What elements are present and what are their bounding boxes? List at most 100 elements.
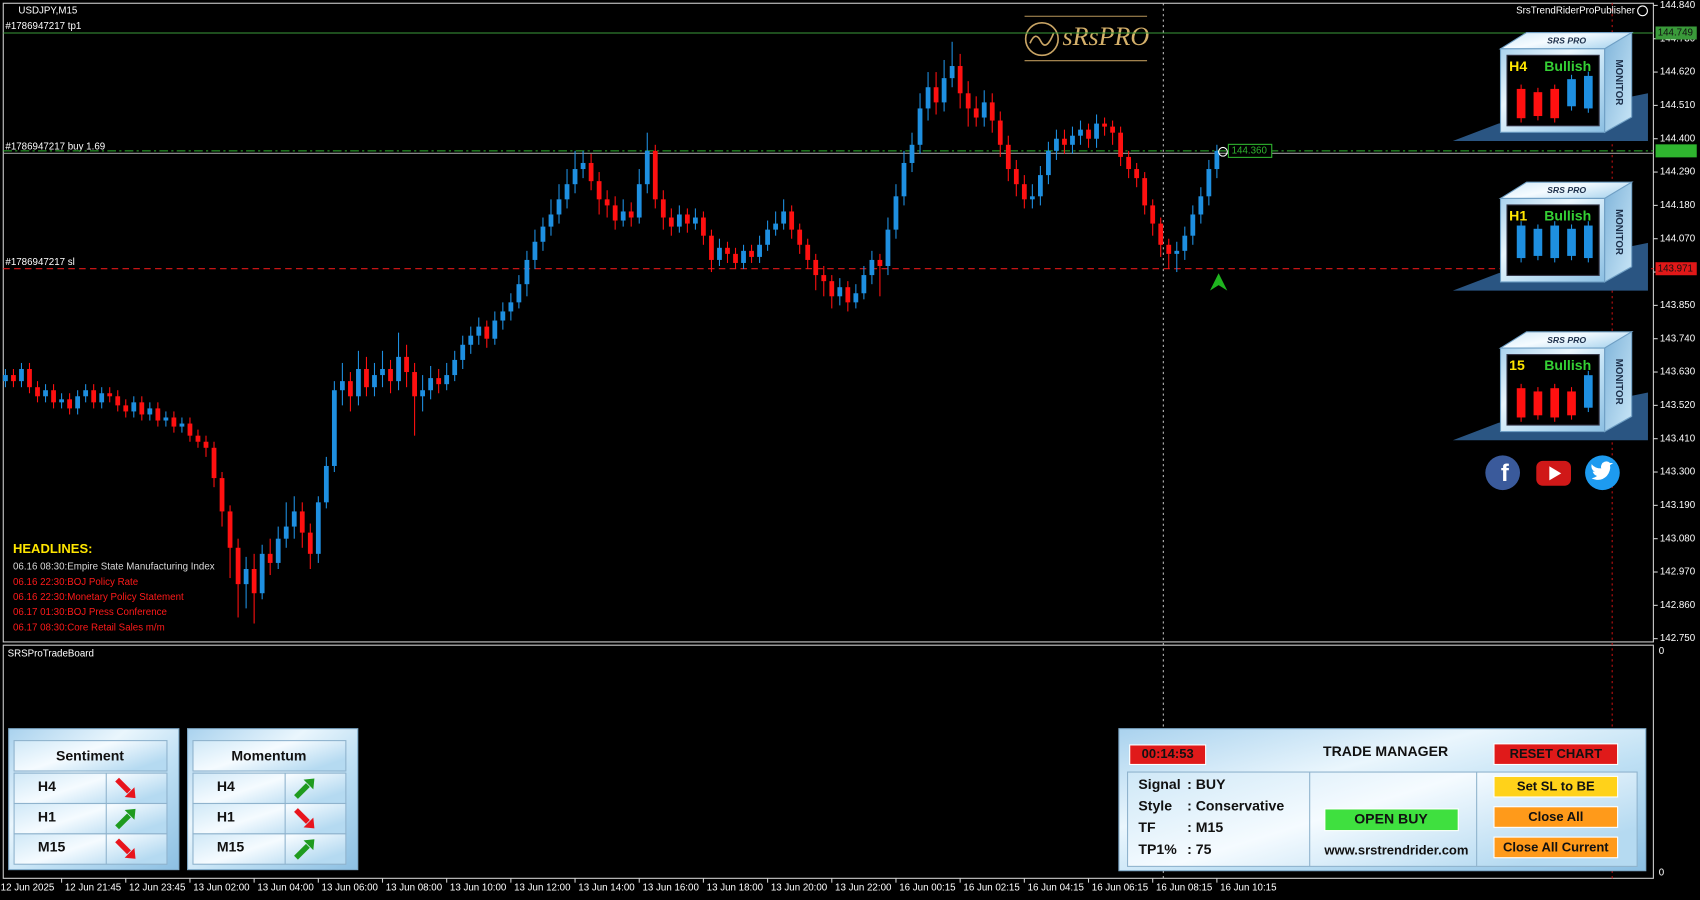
- youtube-glyph[interactable]: [1549, 466, 1562, 481]
- subwindow-axis-label: 0: [1659, 646, 1665, 657]
- candle-body: [163, 417, 169, 421]
- candle-body: [444, 375, 450, 385]
- candle-body: [797, 229, 803, 245]
- reset-chart-label[interactable]: RESET CHART: [1510, 746, 1602, 761]
- x-tick-label: 13 Jun 04:00: [257, 883, 314, 894]
- y-tick-label: 143.080: [1660, 533, 1696, 544]
- candle-body: [580, 162, 586, 170]
- reset-chart-button[interactable]: [1493, 743, 1619, 765]
- x-tick-label: 13 Jun 18:00: [707, 883, 764, 894]
- trend-arrow-shaft: [115, 813, 131, 830]
- y-tick-label: 144.840: [1660, 0, 1696, 11]
- headline: 06.17 01:30:BOJ Press Conference: [13, 607, 167, 618]
- x-tick-label: 12 Jun 23:45: [129, 883, 186, 894]
- candle-body: [965, 93, 971, 109]
- y-tick-label: 143.410: [1660, 433, 1696, 444]
- headline: 06.16 08:30:Empire State Manufacturing I…: [13, 562, 215, 573]
- momentum-row: [192, 833, 347, 865]
- x-tick-label: 13 Jun 14:00: [578, 883, 635, 894]
- x-tick-label: 16 Jun 06:15: [1092, 883, 1149, 894]
- candle-body: [211, 447, 217, 479]
- candle-body: [516, 284, 522, 303]
- trend-arrow-shaft: [294, 808, 310, 824]
- monitor-bar: [1533, 92, 1543, 117]
- y-tick-label: 142.750: [1660, 633, 1696, 644]
- y-tick-label: 143.300: [1660, 467, 1696, 478]
- facebook-glyph[interactable]: f: [1501, 460, 1509, 487]
- open-buy-button[interactable]: [1324, 808, 1459, 832]
- candle-body: [35, 387, 40, 397]
- y-tick-label: 144.620: [1660, 67, 1696, 78]
- candle-body: [428, 378, 434, 391]
- candle-body: [283, 526, 289, 539]
- x-tick-label: 13 Jun 16:00: [642, 883, 699, 894]
- twitter-glyph[interactable]: [1591, 461, 1614, 480]
- candle-body: [139, 402, 145, 415]
- action-button[interactable]: [1493, 836, 1619, 859]
- candle-body: [1110, 126, 1115, 133]
- candle-body: [837, 287, 843, 297]
- x-tick-label: 13 Jun 10:00: [450, 883, 507, 894]
- monitor-bar: [1550, 388, 1560, 418]
- field-label: Style: [1138, 797, 1172, 813]
- candle-body: [1062, 138, 1067, 145]
- y-tick-label: 142.970: [1660, 567, 1696, 578]
- monitor-bar: [1533, 228, 1543, 256]
- candle-body: [203, 441, 209, 448]
- main-window-frame: [2, 2, 1654, 643]
- field-label: TP1%: [1138, 841, 1177, 857]
- candle-body: [1118, 132, 1123, 157]
- action-button-label[interactable]: Close All Current: [1503, 839, 1609, 854]
- headline: 06.16 22:30:Monetary Policy Statement: [13, 592, 184, 603]
- action-button-label[interactable]: Set SL to BE: [1517, 779, 1595, 794]
- price-tag-label: 144.749: [1658, 28, 1693, 39]
- headlines-title: HEADLINES:: [13, 541, 92, 556]
- candle-body: [1029, 196, 1035, 200]
- candle-body: [508, 302, 514, 312]
- candle-body: [1037, 175, 1043, 197]
- candle-body: [660, 199, 666, 218]
- candle-body: [235, 547, 241, 585]
- monitor-bar: [1583, 225, 1593, 259]
- candle-body: [765, 229, 770, 245]
- action-button[interactable]: [1493, 775, 1619, 798]
- order-label: #1786947217 sl: [5, 257, 74, 268]
- candle-body: [43, 390, 48, 397]
- x-tick-label: 13 Jun 12:00: [514, 883, 571, 894]
- monitor-bar: [1550, 88, 1560, 119]
- candle-body: [620, 211, 626, 221]
- candle-body: [893, 196, 899, 230]
- candle-body: [468, 335, 474, 345]
- facebook-icon[interactable]: [1485, 455, 1521, 491]
- candle-body: [829, 281, 835, 297]
- candle-body: [452, 359, 458, 376]
- candle-body: [155, 408, 161, 421]
- timer-box: [1129, 744, 1207, 765]
- field-value: : Conservative: [1187, 797, 1284, 813]
- monitor-side-label: MONITOR: [1613, 359, 1624, 405]
- candle-body: [380, 369, 385, 376]
- candle-body: [364, 369, 369, 388]
- y-tick-label: 143.740: [1660, 333, 1696, 344]
- y-tick-label: 143.190: [1660, 500, 1696, 511]
- monitor-bar: [1516, 225, 1526, 259]
- candle-body: [1150, 205, 1156, 224]
- open-buy-label[interactable]: OPEN BUY: [1354, 810, 1428, 826]
- candle-body: [67, 399, 72, 409]
- candle-body: [981, 102, 987, 118]
- action-button[interactable]: [1493, 806, 1619, 828]
- trend-arrow-head: [124, 808, 136, 820]
- field-value: : BUY: [1187, 776, 1226, 792]
- sentiment-row: [13, 833, 168, 865]
- candle-body: [219, 478, 225, 512]
- candle-body: [725, 247, 730, 254]
- candle-body: [957, 66, 963, 94]
- candle-body: [989, 102, 995, 121]
- candle-body: [572, 169, 578, 185]
- price-tag: [1655, 26, 1697, 40]
- candle-body: [436, 378, 442, 385]
- candle-body: [1134, 169, 1140, 179]
- trade-manager-title: TRADE MANAGER: [1323, 743, 1448, 759]
- action-button-label[interactable]: Close All: [1528, 809, 1583, 824]
- candle-body: [877, 259, 883, 266]
